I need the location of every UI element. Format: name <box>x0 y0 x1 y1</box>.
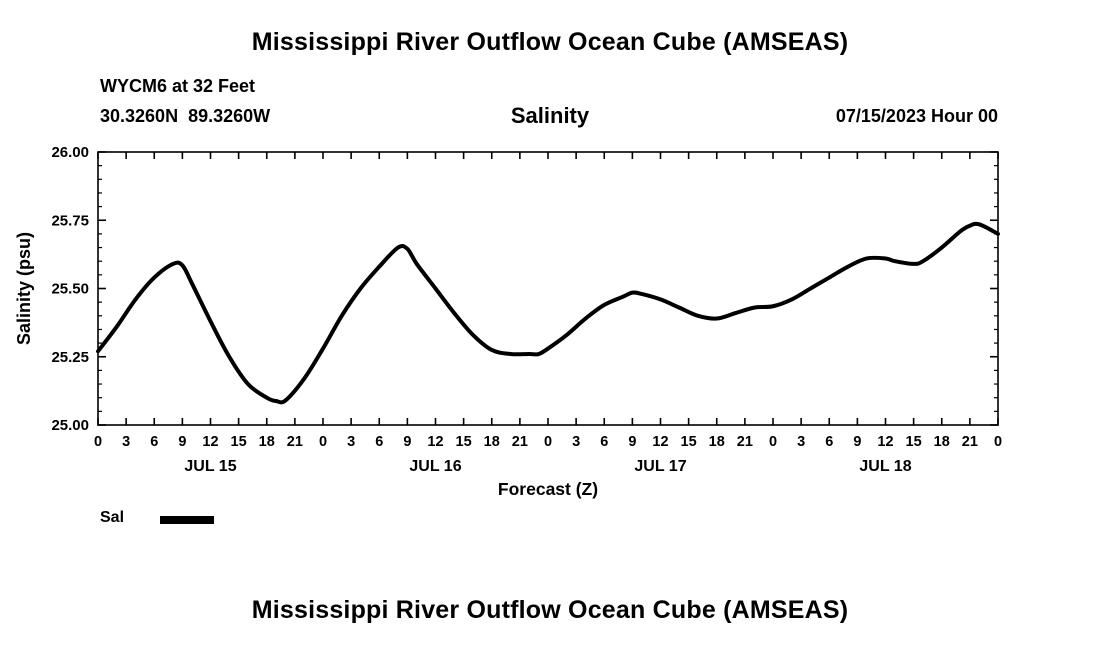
station-name: WYCM6 at 32 Feet <box>100 76 256 96</box>
x-tick-label: 15 <box>456 434 472 450</box>
y-tick-label: 25.25 <box>51 349 89 366</box>
x-tick-label: 18 <box>934 434 950 450</box>
plot-border <box>97 151 999 426</box>
x-tick-label: 12 <box>877 434 893 450</box>
x-tick-label: 3 <box>572 434 580 450</box>
x-tick-label: 15 <box>681 434 697 450</box>
x-tick-label: 3 <box>797 434 805 450</box>
x-tick-label: 21 <box>737 434 753 450</box>
x-tick-label: 3 <box>347 434 355 450</box>
day-label: JUL 16 <box>409 458 461 475</box>
x-tick-label: 9 <box>628 434 636 450</box>
station-coordinates: 30.3260N 89.3260W <box>100 106 271 126</box>
plot-title: Salinity <box>510 103 590 128</box>
x-tick-label: 9 <box>178 434 186 450</box>
x-tick-label: 0 <box>994 434 1002 450</box>
x-tick-label: 21 <box>512 434 528 450</box>
x-tick-label: 0 <box>544 434 552 450</box>
x-tick-label: 18 <box>709 434 725 450</box>
salinity-curve <box>96 221 1000 405</box>
x-axis-title: Forecast (Z) <box>498 479 598 499</box>
x-tick-label: 12 <box>427 434 443 450</box>
y-tick-label: 25.75 <box>51 212 89 229</box>
x-tick-label: 0 <box>769 434 777 450</box>
day-label: JUL 15 <box>184 458 236 475</box>
x-tick-label: 15 <box>906 434 922 450</box>
x-tick-label: 15 <box>231 434 247 450</box>
run-timestamp: 07/15/2023 Hour 00 <box>835 106 998 126</box>
x-tick-label: 0 <box>319 434 327 450</box>
x-tick-label: 18 <box>259 434 275 450</box>
day-label: JUL 17 <box>634 458 686 475</box>
x-tick-label: 9 <box>853 434 861 450</box>
x-tick-label: 6 <box>825 434 833 450</box>
chart-title-top: Mississippi River Outflow Ocean Cube (AM… <box>251 28 849 56</box>
chart-title-bottom: Mississippi River Outflow Ocean Cube (AM… <box>251 596 849 624</box>
legend-label: Sal <box>100 509 125 526</box>
y-tick-label: 25.50 <box>51 281 89 298</box>
x-tick-label: 21 <box>962 434 978 450</box>
y-axis-title: Salinity (psu) <box>14 232 34 345</box>
x-tick-label: 0 <box>94 434 102 450</box>
x-tick-label: 3 <box>122 434 130 450</box>
y-tick-label: 25.00 <box>51 417 89 434</box>
legend-line-swatch <box>160 516 214 524</box>
x-tick-label: 6 <box>375 434 383 450</box>
y-tick-label: 26.00 <box>51 144 89 161</box>
x-tick-label: 9 <box>403 434 411 450</box>
day-label: JUL 18 <box>859 458 911 475</box>
x-tick-label: 12 <box>202 434 218 450</box>
x-tick-label: 21 <box>287 434 303 450</box>
x-tick-label: 18 <box>484 434 500 450</box>
x-tick-label: 12 <box>652 434 668 450</box>
x-tick-label: 6 <box>150 434 158 450</box>
x-tick-label: 6 <box>600 434 608 450</box>
